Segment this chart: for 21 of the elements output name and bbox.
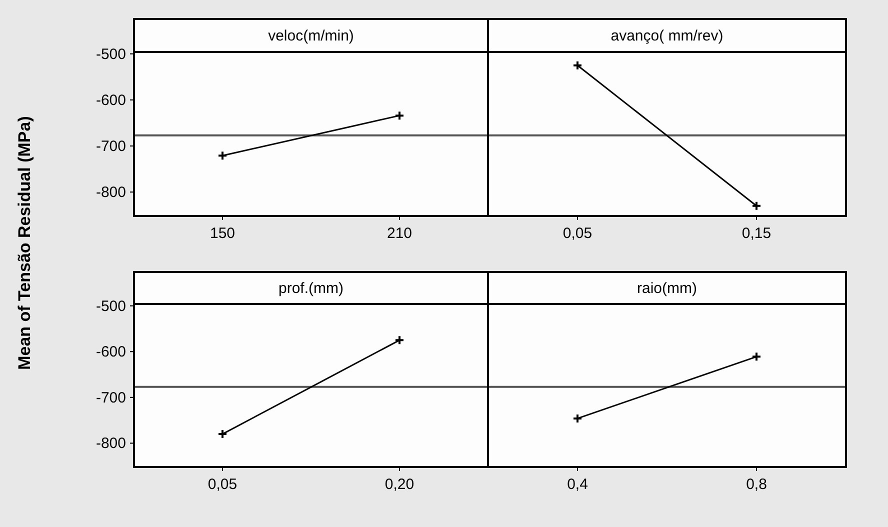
y-tick-label: -500 xyxy=(96,298,126,315)
y-tick-label: -800 xyxy=(96,435,126,452)
y-tick-label: -700 xyxy=(96,138,126,155)
y-tick-label: -500 xyxy=(96,46,126,63)
y-tick-label: -600 xyxy=(96,344,126,361)
x-tick-label: 0,4 xyxy=(567,476,588,493)
chart-title: veloc(m/min) xyxy=(268,28,354,44)
chart-title: raio(mm) xyxy=(637,280,697,297)
x-tick-label: 210 xyxy=(386,225,412,242)
y-tick-label: -600 xyxy=(96,92,126,109)
x-tick-label: 0,15 xyxy=(742,225,772,242)
y-tick-label: -700 xyxy=(96,389,126,406)
x-tick-label: 0,8 xyxy=(746,476,767,493)
x-tick-label: 0,05 xyxy=(562,225,592,242)
y-tick-label: -800 xyxy=(96,184,126,202)
x-tick-label: 0,20 xyxy=(384,476,414,493)
chart-title: avanço( mm/rev) xyxy=(610,28,724,44)
chart-title: prof.(mm) xyxy=(278,280,344,297)
y-axis-title: Mean of Tensão Residual (MPa) xyxy=(15,116,34,370)
x-tick-label: 150 xyxy=(210,225,236,242)
x-tick-label: 0,05 xyxy=(208,476,238,493)
